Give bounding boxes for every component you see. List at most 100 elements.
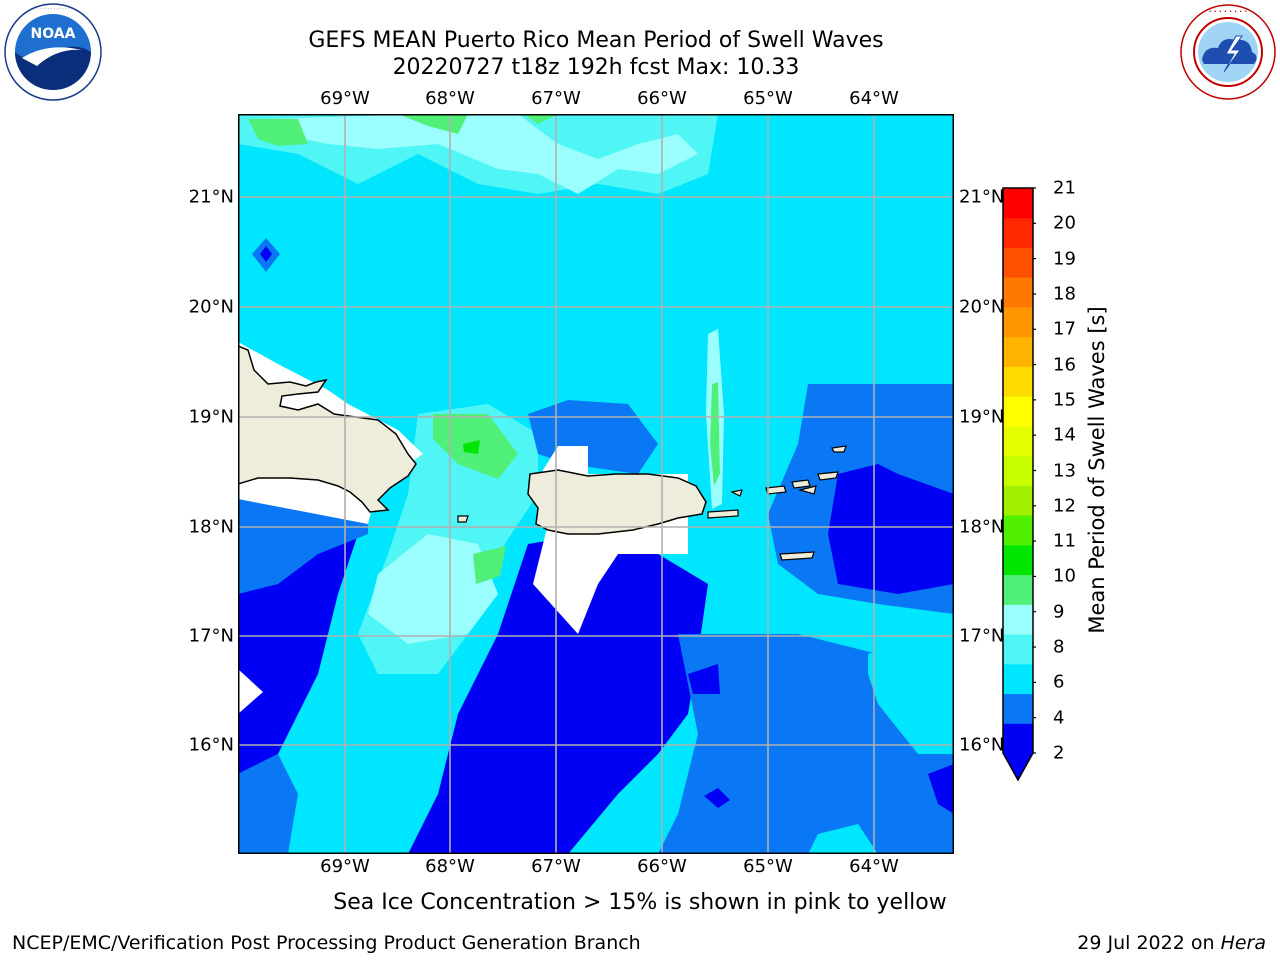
colorbar-tick-label: 21 — [1053, 177, 1076, 199]
lat-tick-right: 16°N — [959, 734, 1005, 756]
colorbar-segment — [1003, 634, 1033, 665]
contour-band-4-6 — [808, 824, 878, 854]
colorbar-segment — [1003, 574, 1033, 605]
lat-tick-right: 18°N — [959, 516, 1005, 538]
colorbar-tick-label: 15 — [1053, 389, 1076, 411]
land-virgin-islands — [791, 479, 811, 489]
colorbar-segment — [1003, 396, 1033, 427]
lon-tick-top: 65°W — [743, 88, 793, 109]
contour-band-8-9 — [368, 534, 498, 644]
lat-tick-left: 20°N — [188, 296, 234, 318]
colorbar-segment — [1003, 485, 1033, 516]
lon-tick-top: 68°W — [425, 88, 475, 109]
lat-tick-left: 18°N — [188, 516, 234, 538]
contour-band-9-10 — [710, 382, 720, 486]
contour-band-2-4 — [238, 499, 368, 594]
land-hispaniola — [238, 345, 417, 513]
colorbar-segment — [1003, 455, 1033, 486]
contour-band-4-6 — [868, 634, 954, 754]
lon-tick-top: 66°W — [637, 88, 687, 109]
footer-credit: NCEP/EMC/Verification Post Processing Pr… — [12, 932, 641, 954]
colorbar-tick-label: 9 — [1053, 601, 1065, 623]
colorbar-segment — [1003, 247, 1033, 278]
chart-subtitle: 20220727 t18z 192h fcst Max: 10.33 — [392, 55, 800, 80]
contour-band-under-2 — [928, 764, 954, 814]
colorbar-tick-label: 10 — [1053, 565, 1076, 587]
colorbar-label: Mean Period of Swell Waves [s] — [1085, 306, 1109, 634]
lon-tick-bottom: 66°W — [637, 856, 687, 877]
colorbar-tick-label: 4 — [1053, 707, 1065, 729]
sea-ice-note: Sea Ice Concentration > 15% is shown in … — [333, 890, 947, 915]
noaa-logo: NOAA · · · · · · · · · · · · · · — [4, 3, 102, 101]
colorbar-frame — [1002, 187, 1034, 782]
colorbar-tick-label: 6 — [1053, 671, 1065, 693]
colorbar-segment — [1003, 336, 1033, 367]
lat-tick-left: 21°N — [188, 186, 234, 208]
contour-band-9-10 — [473, 546, 506, 584]
colorbar-tick-label: 17 — [1053, 318, 1076, 340]
lat-tick-left: 17°N — [188, 625, 234, 647]
colorbar-tick-label: 19 — [1053, 248, 1076, 270]
lat-tick-left: 16°N — [188, 734, 234, 756]
lat-tick-left: 19°N — [188, 406, 234, 428]
lon-tick-bottom: 69°W — [320, 856, 370, 877]
lon-tick-top: 69°W — [320, 88, 370, 109]
colorbar-segment — [1003, 217, 1033, 248]
lat-tick-right: 19°N — [959, 406, 1005, 428]
colorbar-tick-label: 2 — [1053, 742, 1065, 764]
colorbar-segment — [1003, 188, 1033, 219]
colorbar-segment — [1003, 663, 1033, 695]
colorbar-tick-label: 18 — [1053, 283, 1076, 305]
masked-area — [238, 669, 263, 714]
colorbar-segment — [1003, 604, 1033, 635]
land-island — [457, 515, 469, 523]
colorbar-segment — [1003, 515, 1033, 546]
chart-title: GEFS MEAN Puerto Rico Mean Period of Swe… — [308, 28, 884, 53]
noaa-logo-text: NOAA — [31, 26, 76, 42]
lon-tick-bottom: 67°W — [531, 856, 581, 877]
lon-tick-bottom: 64°W — [849, 856, 899, 877]
graticule — [238, 114, 954, 854]
lat-tick-right: 17°N — [959, 625, 1005, 647]
colorbar-tick-label: 11 — [1053, 530, 1076, 552]
colorbar-segment — [1003, 544, 1033, 576]
map-frame — [238, 114, 954, 854]
lon-tick-top: 64°W — [849, 88, 899, 109]
land-st-croix — [779, 551, 815, 561]
land-virgin-islands — [817, 471, 839, 481]
lon-tick-bottom: 68°W — [425, 856, 475, 877]
contour-band-9-10 — [523, 114, 558, 124]
contour-band-9-10 — [248, 119, 308, 146]
footer-date-text: 29 Jul 2022 on — [1077, 932, 1221, 954]
land-island — [707, 509, 739, 519]
colorbar-tick-label: 16 — [1053, 354, 1076, 376]
colorbar-segment — [1003, 366, 1033, 397]
footer-host: Hera — [1220, 932, 1266, 954]
colorbar — [1002, 187, 1036, 782]
contour-band-under-2 — [260, 246, 272, 262]
contour-band-2-4 — [238, 754, 298, 854]
nws-logo: · · · · · · · · — [1180, 4, 1276, 100]
contour-band-8-9 — [268, 114, 698, 194]
footer-date: 29 Jul 2022 on Hera — [1077, 932, 1266, 954]
contour-band-under-2 — [408, 534, 708, 854]
contour-band-10-11 — [463, 440, 480, 454]
lon-tick-bottom: 65°W — [743, 856, 793, 877]
svg-text:· · · · · · · ·: · · · · · · · · — [1209, 8, 1247, 16]
colorbar-segment — [1003, 723, 1033, 754]
colorbar-segment — [1003, 693, 1033, 724]
colorbar-tick-label: 20 — [1053, 212, 1076, 234]
colorbar-tick-label: 13 — [1053, 460, 1076, 481]
colorbar-segment — [1003, 425, 1033, 457]
land-virgin-islands — [765, 485, 787, 495]
colorbar-tick-label: 8 — [1053, 636, 1065, 658]
land-island — [730, 489, 743, 497]
land-virgin-islands — [831, 445, 847, 453]
swell-period-map — [238, 114, 954, 854]
colorbar-tick-label: 12 — [1053, 495, 1076, 517]
contour-band-under-2 — [828, 464, 954, 594]
contour-band-under-2 — [688, 664, 720, 694]
colorbar-under-arrow — [1003, 753, 1033, 780]
lat-tick-right: 21°N — [959, 186, 1005, 208]
svg-text:· · · · · · · · · · · · · ·: · · · · · · · · · · · · · · — [34, 7, 73, 12]
